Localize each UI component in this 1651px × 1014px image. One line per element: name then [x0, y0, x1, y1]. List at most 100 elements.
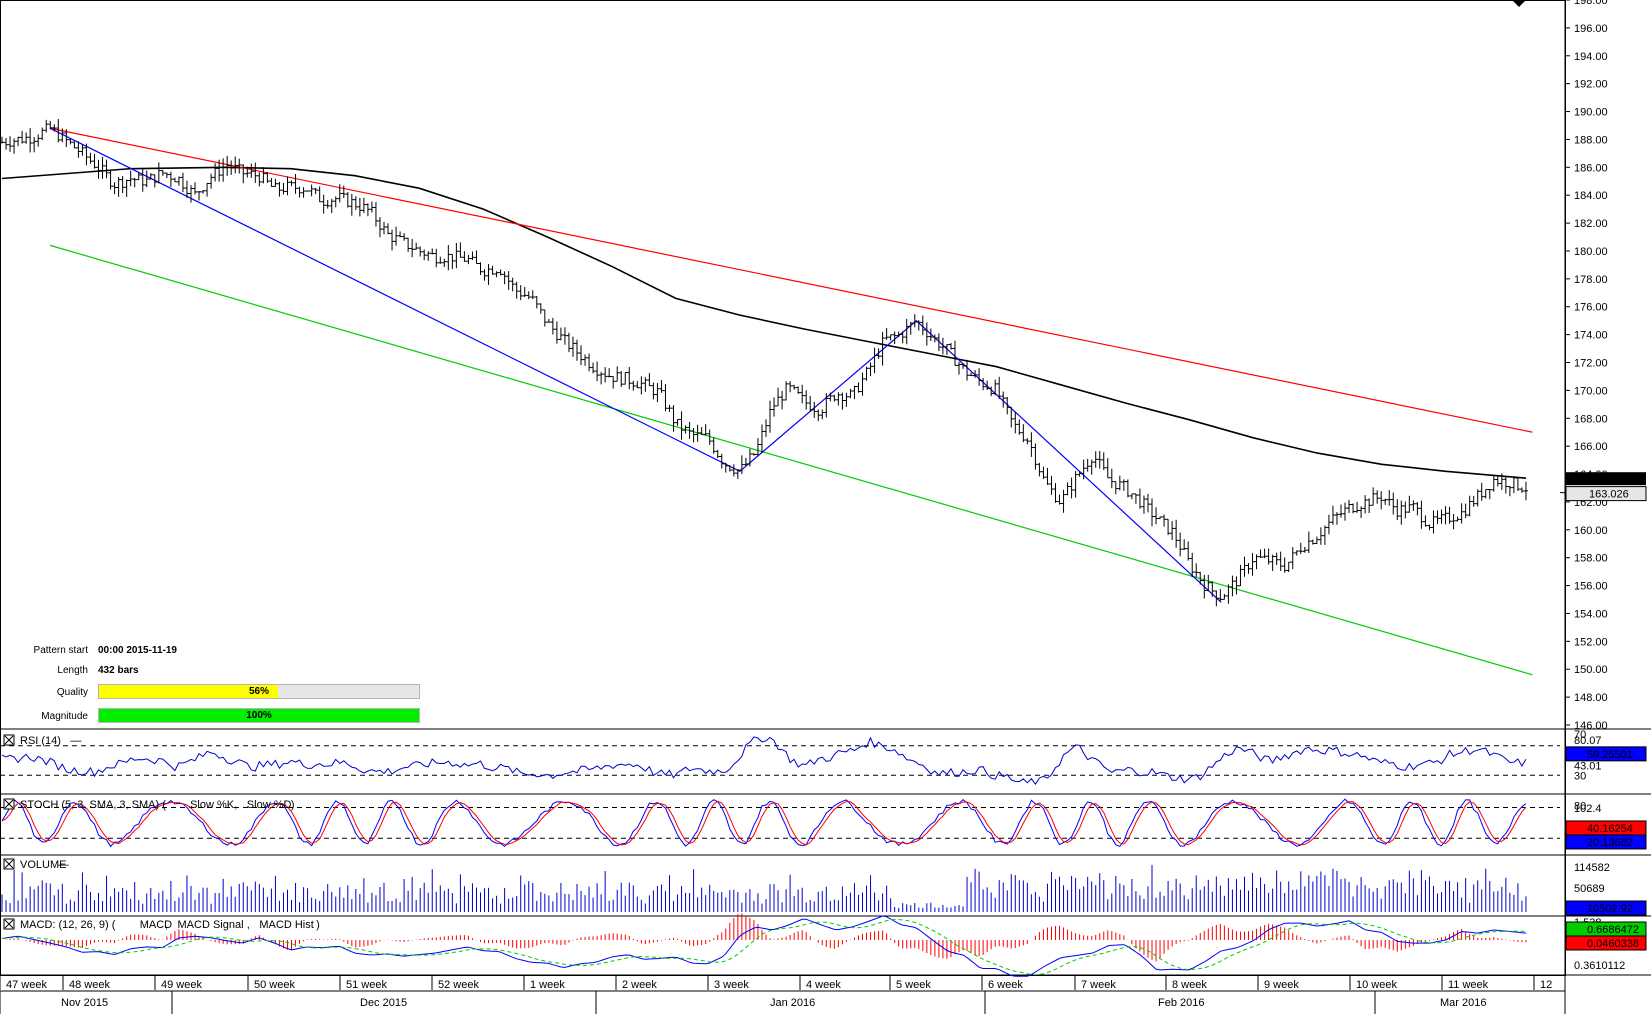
price-tick-label: 168.00	[1574, 413, 1608, 425]
stoch-last-k-box	[1565, 834, 1647, 850]
macd-axis-min: 0.3610112	[1574, 960, 1625, 972]
price-tick-label: 198.00	[1574, 0, 1608, 7]
macd-hist-last-value: 0.0460338	[1587, 938, 1639, 950]
pattern-info-panel: Pattern start 00:00 2015-11-19 Length 43…	[0, 640, 440, 730]
price-tick-label: 186.00	[1574, 162, 1608, 174]
stoch-legend-close: )	[291, 799, 295, 811]
volume-axis-max: 114582	[1574, 862, 1610, 874]
stoch-slow-k-line	[1, 798, 1527, 848]
rsi-axis-max: 80.07	[1574, 735, 1602, 747]
price-tick-label: 180.00	[1574, 246, 1608, 258]
price-tick-label: 148.00	[1574, 692, 1608, 704]
price-tick-label: 176.00	[1574, 302, 1608, 314]
ma-value-box	[1566, 472, 1646, 486]
price-tick-label: 184.00	[1574, 190, 1608, 202]
week-label: 3 week	[714, 979, 749, 991]
rsi-label: RSI (14)	[20, 735, 61, 747]
volume-legend-swatch: —	[58, 859, 69, 871]
magnitude-bar: 100%	[98, 708, 420, 723]
macd-legend-macd: MACD	[140, 919, 172, 931]
moving-average-line	[1, 166, 1527, 479]
price-tick-label: 178.00	[1574, 274, 1608, 286]
macd-legend-sep2: ,	[247, 919, 250, 931]
price-tick-label: 174.00	[1574, 330, 1608, 342]
week-label: 11 week	[1448, 979, 1489, 991]
macd-hist-last-value-box	[1565, 935, 1647, 951]
stoch-legend-slow-d: Slow %D	[247, 799, 292, 811]
macd-signal-line	[1, 918, 1527, 976]
price-tick-label: 160.00	[1574, 525, 1608, 537]
quality-value: 56%	[248, 686, 269, 697]
rsi-last-value: 59.25501	[1587, 749, 1633, 761]
macd-legend-sep1: ,	[165, 919, 168, 931]
week-label: 5 week	[896, 979, 931, 991]
week-label: 48 week	[69, 979, 110, 991]
last-price-label: 163.026	[1589, 489, 1629, 501]
quality-bar-fill	[99, 685, 279, 698]
price-tick-label: 150.00	[1574, 664, 1608, 676]
volume-last-value-box	[1565, 900, 1647, 916]
length-label: Length	[57, 665, 88, 676]
stoch-axis-80: 80	[1574, 800, 1586, 812]
stoch-legend-slow-k: Slow %K	[190, 799, 235, 811]
rsi-line	[1, 736, 1527, 785]
month-label: Nov 2015	[61, 997, 108, 1009]
price-tick-label: 190.00	[1574, 107, 1608, 119]
length-value: 432 bars	[98, 665, 139, 676]
price-tick-label: 158.00	[1574, 553, 1608, 565]
price-tick-label: 154.00	[1574, 608, 1608, 620]
macd-legend-close: )	[316, 919, 320, 931]
pattern-start-value: 00:00 2015-11-19	[98, 645, 177, 656]
week-label: 12	[1540, 979, 1552, 991]
week-label: 50 week	[254, 979, 295, 991]
week-label: 2 week	[622, 979, 657, 991]
week-label: 1 week	[530, 979, 565, 991]
week-label: 51 week	[346, 979, 387, 991]
magnitude-value: 100%	[246, 710, 272, 721]
week-label: 6 week	[988, 979, 1023, 991]
panel-toggle-icon-cross	[4, 919, 14, 929]
volume-label: VOLUME	[20, 859, 66, 871]
quality-bar: 56%	[98, 684, 420, 699]
magnitude-label: Magnitude	[41, 711, 88, 722]
volume-axis-mid: 50689	[1574, 883, 1605, 895]
week-label: 8 week	[1172, 979, 1207, 991]
ma-value-label: 163.630	[1589, 474, 1629, 486]
month-label: Mar 2016	[1440, 997, 1486, 1009]
rsi-axis-mid: 43.01	[1574, 761, 1602, 773]
magnitude-bar-fill	[99, 709, 419, 722]
plot-frame	[0, 0, 1566, 976]
month-label: Dec 2015	[360, 997, 407, 1009]
stoch-legend-sep: ,	[234, 799, 237, 811]
support-trendline	[49, 244, 1533, 676]
week-label: 10 week	[1356, 979, 1397, 991]
price-tick-label: 194.00	[1574, 51, 1608, 63]
rsi-axis-30: 30	[1574, 770, 1586, 782]
macd-last-value: 0.6686472	[1587, 924, 1639, 936]
month-label: Jan 2016	[770, 997, 815, 1009]
panel-toggle-icon-cross	[4, 859, 14, 869]
week-label: 52 week	[438, 979, 479, 991]
week-label: 47 week	[6, 979, 47, 991]
volume-last-value: 10502.92	[1587, 903, 1633, 915]
stoch-last-k: 20.13682	[1587, 837, 1633, 849]
macd-label: MACD: (12, 26, 9) (	[20, 919, 116, 931]
week-label: 49 week	[161, 979, 202, 991]
price-tick-label: 170.00	[1574, 385, 1608, 397]
stoch-last-d: 40.16254	[1587, 823, 1633, 835]
price-tick-label: 152.00	[1574, 636, 1608, 648]
stoch-label: STOCH (5, 3, SMA, 3, SMA) (	[20, 799, 166, 811]
last-price-box	[1565, 486, 1647, 502]
macd-line	[1, 915, 1527, 977]
macd-legend-hist: MACD Hist	[259, 919, 313, 931]
pattern-start-label: Pattern start	[33, 645, 88, 656]
price-tick-label: 146.00	[1574, 720, 1608, 732]
price-tick-label: 182.00	[1574, 218, 1608, 230]
stoch-axis-max: 102.4	[1574, 803, 1602, 815]
week-label: 4 week	[806, 979, 841, 991]
scroll-marker-icon	[1513, 1, 1525, 7]
rsi-axis-70: 70	[1574, 729, 1586, 741]
panel-toggle-icon-cross	[4, 799, 14, 809]
